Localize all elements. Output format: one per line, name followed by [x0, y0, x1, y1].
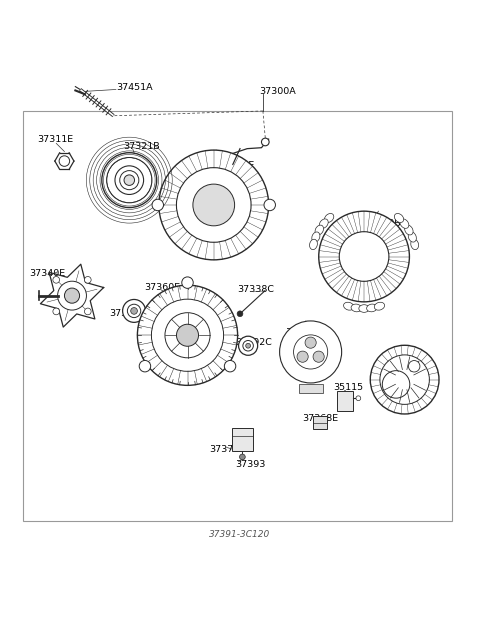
- Bar: [313, 416, 327, 430]
- Circle shape: [182, 277, 193, 289]
- Circle shape: [239, 336, 258, 355]
- Circle shape: [131, 308, 137, 314]
- Circle shape: [193, 184, 235, 226]
- Circle shape: [177, 167, 251, 242]
- Circle shape: [224, 360, 236, 372]
- Ellipse shape: [115, 166, 144, 195]
- Text: 35115: 35115: [333, 383, 363, 392]
- Circle shape: [64, 288, 80, 303]
- Circle shape: [53, 308, 60, 315]
- Ellipse shape: [102, 153, 157, 208]
- Text: 37367B: 37367B: [285, 328, 322, 337]
- Circle shape: [313, 351, 324, 362]
- Circle shape: [84, 308, 91, 315]
- Ellipse shape: [395, 213, 404, 222]
- Ellipse shape: [344, 302, 354, 310]
- Circle shape: [356, 396, 361, 400]
- Bar: [337, 391, 353, 411]
- Text: 37311E: 37311E: [37, 135, 73, 144]
- Circle shape: [382, 371, 410, 398]
- Ellipse shape: [312, 232, 320, 242]
- Text: 37350B: 37350B: [364, 219, 401, 227]
- Circle shape: [139, 360, 151, 372]
- Circle shape: [243, 341, 253, 351]
- Text: 37360E: 37360E: [144, 283, 180, 292]
- Text: 37368E: 37368E: [302, 414, 338, 423]
- Ellipse shape: [400, 219, 409, 229]
- Ellipse shape: [310, 239, 317, 250]
- Circle shape: [59, 156, 70, 166]
- Ellipse shape: [315, 225, 324, 235]
- Circle shape: [165, 313, 210, 358]
- Circle shape: [237, 311, 243, 316]
- Circle shape: [264, 199, 276, 211]
- Text: 37370B: 37370B: [209, 446, 246, 454]
- Circle shape: [152, 199, 164, 211]
- Bar: [232, 428, 253, 451]
- Text: 37321B: 37321B: [123, 142, 160, 151]
- Ellipse shape: [324, 213, 334, 222]
- Text: 37338C: 37338C: [238, 286, 275, 294]
- Text: 37330E: 37330E: [218, 161, 255, 171]
- Circle shape: [137, 285, 238, 386]
- Ellipse shape: [408, 232, 416, 242]
- Ellipse shape: [351, 304, 361, 312]
- Ellipse shape: [319, 219, 328, 229]
- Circle shape: [262, 138, 269, 146]
- Text: 37390B: 37390B: [378, 357, 415, 366]
- Ellipse shape: [107, 158, 152, 203]
- Text: 37300A: 37300A: [259, 87, 296, 96]
- Circle shape: [294, 335, 328, 369]
- Bar: [23, 111, 452, 522]
- Ellipse shape: [367, 304, 377, 312]
- Circle shape: [319, 211, 409, 302]
- Circle shape: [408, 360, 420, 372]
- Circle shape: [380, 355, 430, 404]
- Text: 37391B: 37391B: [109, 309, 145, 318]
- Ellipse shape: [120, 171, 139, 190]
- Bar: [299, 384, 323, 392]
- Text: 37393: 37393: [235, 460, 265, 468]
- Circle shape: [177, 324, 199, 346]
- Circle shape: [122, 300, 145, 323]
- Circle shape: [58, 281, 86, 310]
- Text: 37392C: 37392C: [235, 338, 272, 347]
- Ellipse shape: [124, 175, 134, 185]
- Circle shape: [151, 299, 224, 371]
- Ellipse shape: [359, 305, 369, 312]
- Circle shape: [280, 321, 342, 383]
- Circle shape: [127, 304, 141, 318]
- Circle shape: [159, 150, 269, 260]
- Circle shape: [339, 232, 389, 281]
- Ellipse shape: [405, 225, 413, 235]
- Text: 37451A: 37451A: [116, 83, 153, 91]
- Circle shape: [53, 276, 60, 283]
- Circle shape: [84, 276, 91, 283]
- Text: 37340E: 37340E: [29, 269, 65, 277]
- Ellipse shape: [374, 302, 384, 310]
- Ellipse shape: [411, 239, 419, 250]
- Circle shape: [370, 345, 439, 414]
- Circle shape: [305, 337, 316, 348]
- Circle shape: [240, 454, 245, 460]
- Circle shape: [246, 344, 251, 348]
- Text: 37391-3C120: 37391-3C120: [209, 530, 271, 539]
- Circle shape: [297, 351, 308, 362]
